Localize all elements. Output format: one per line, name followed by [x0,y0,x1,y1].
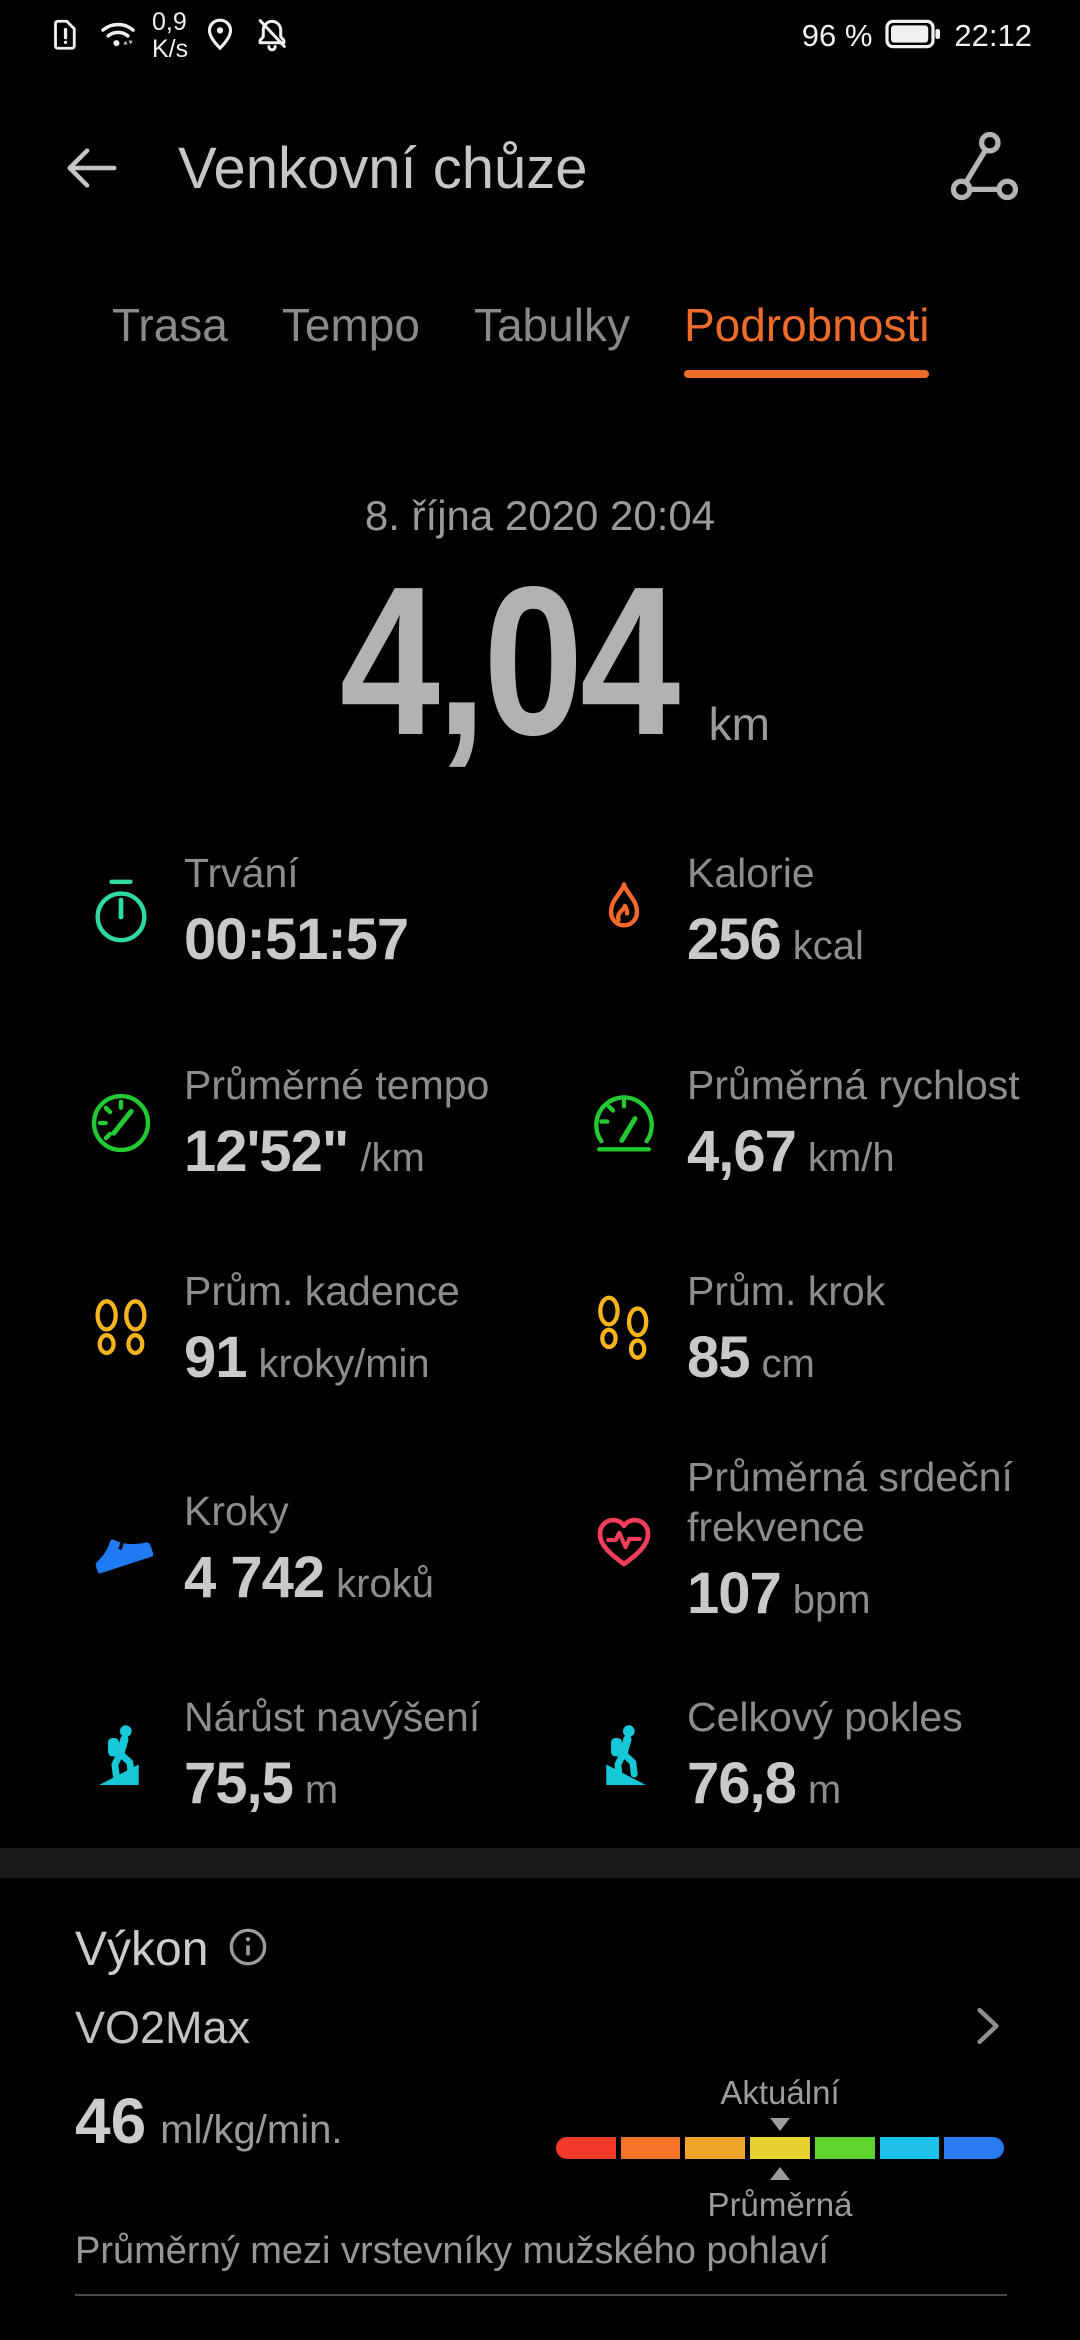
tab-tabulky[interactable]: Tabulky [473,299,630,351]
current-marker-icon [770,2118,790,2131]
battery-icon [885,19,941,54]
scale-segment [685,2137,746,2159]
stat-unit: /km [360,1136,425,1181]
chevron-right-icon [974,2004,1002,2053]
activity-datetime: 8. října 2020 20:04 [364,492,716,539]
stat-label: Kroky [184,1488,289,1534]
stat-label: Kalorie [687,850,815,896]
performance-header: Výkon [75,1922,268,1977]
stat-unit: cm [761,1342,815,1387]
vo2max-value: 46 [75,2085,147,2157]
tab-trasa[interactable]: Trasa [112,299,228,351]
stat-value: 12'52" [184,1119,349,1185]
stat-duration: Trvání 00:51:57 [82,848,420,973]
stat-unit: kcal [792,924,864,969]
scale-current-label: Aktuální [720,2074,840,2111]
vo2max-value-row: 46 ml/kg/min. [75,2084,342,2158]
location-icon [202,15,238,58]
page-title: Venkovní chůze [178,135,588,201]
header: Venkovní chůze [0,116,1080,220]
distance-unit: km [708,698,770,751]
stat-label: Prům. kadence [184,1268,460,1314]
stat-steps: Kroky 4 742 kroků [82,1486,434,1611]
stat-value: 107 [687,1561,782,1627]
distance-value: 4,04 [339,542,681,779]
stat-calories: Kalorie 256 kcal [585,848,864,973]
stat-avg-pace: Průměrné tempo 12'52"/km [82,1060,489,1185]
flame-icon [585,877,663,945]
scale-segment [944,2137,1005,2159]
performance-description: Průměrný mezi vrstevníky mužského pohlav… [75,2230,829,2272]
stat-value: 85 [687,1325,751,1391]
back-button[interactable] [62,144,120,192]
scale-segment [814,2137,875,2159]
hiker-ascent-icon [82,1721,160,1789]
scale-segment [750,2137,810,2159]
status-bar-right: 96 % 22:12 [802,18,1032,54]
stat-unit: km/h [807,1136,895,1181]
tab-tempo[interactable]: Tempo [281,299,420,351]
vo2max-label: VO2Max [75,2002,251,2053]
stat-label: Průměrná srdeční frekvence [687,1454,1013,1551]
stat-avg-stride: Prům. krok 85 cm [585,1266,885,1391]
stat-label: Trvání [184,850,299,896]
stat-value: 256 [687,907,782,973]
scale-segment [620,2137,681,2159]
scale-average-label: Průměrná [707,2186,853,2223]
heart-ecg-icon [585,1509,663,1571]
speed-gauge-icon [585,1088,663,1158]
battery-percent: 96 % [801,18,873,53]
stat-label: Nárůst navýšení [184,1694,481,1740]
stat-label: Prům. krok [687,1268,886,1314]
stat-value: 76,8 [687,1751,797,1817]
stat-avg-cadence: Prům. kadence 91 kroky/min [82,1266,460,1391]
stat-label: Průměrná rychlost [687,1062,1020,1108]
stat-unit: m [304,1768,339,1813]
bottom-divider [75,2294,1007,2296]
footprints-icon [585,1293,663,1365]
sim-alert-icon [48,16,84,57]
network-speed: 0,9 K/s [152,8,189,63]
stat-unit: bpm [792,1578,871,1623]
stat-avg-heart-rate: Průměrná srdeční frekvence 107 bpm [585,1452,1047,1627]
vo2max-row[interactable]: VO2Max [75,2002,1002,2054]
stat-value: 00:51:57 [184,907,409,973]
clock: 22:12 [954,18,1032,53]
vo2max-scale: Aktuální Průměrná [556,2074,1005,2223]
vo2max-unit: ml/kg/min. [160,2108,343,2152]
stat-label: Celkový pokles [687,1694,963,1740]
stat-value: 75,5 [184,1751,294,1817]
tab-podrobnosti[interactable]: Podrobnosti [683,298,929,378]
status-bar-left: 0,9 K/s [48,9,292,63]
stat-label: Průměrné tempo [184,1062,490,1108]
vo2max-scale-bar [556,2137,1005,2159]
shoe-icon [82,1517,160,1581]
performance-title: Výkon [75,1923,209,1976]
info-icon[interactable] [228,1927,268,1972]
stat-value: 4 742 [184,1545,325,1611]
average-marker-icon [770,2167,790,2180]
share-route-button[interactable] [948,129,1018,207]
scale-segment [556,2137,616,2159]
stat-avg-speed: Průměrná rychlost 4,67 km/h [585,1060,1020,1185]
stat-value: 91 [184,1325,248,1391]
tab-bar: Trasa Tempo Tabulky Podrobnosti [0,298,1080,378]
stat-value: 4,67 [687,1119,797,1185]
stat-total-descent: Celkový pokles 76,8 m [585,1692,963,1817]
stat-unit: m [807,1768,842,1813]
stopwatch-icon [82,875,160,947]
stat-unit: kroků [336,1562,434,1607]
wifi-icon [98,15,138,58]
stat-total-ascent: Nárůst navýšení 75,5 m [82,1692,480,1817]
pace-gauge-icon [82,1088,160,1158]
hiker-descent-icon [585,1721,663,1789]
section-divider [0,1848,1080,1878]
distance-summary: 4,04 km [0,542,1080,779]
notifications-muted-icon [252,15,292,58]
stat-unit: kroky/min [258,1342,430,1387]
status-bar: 0,9 K/s 96 % [0,0,1080,72]
footprints-icon [82,1293,160,1365]
scale-segment [879,2137,940,2159]
